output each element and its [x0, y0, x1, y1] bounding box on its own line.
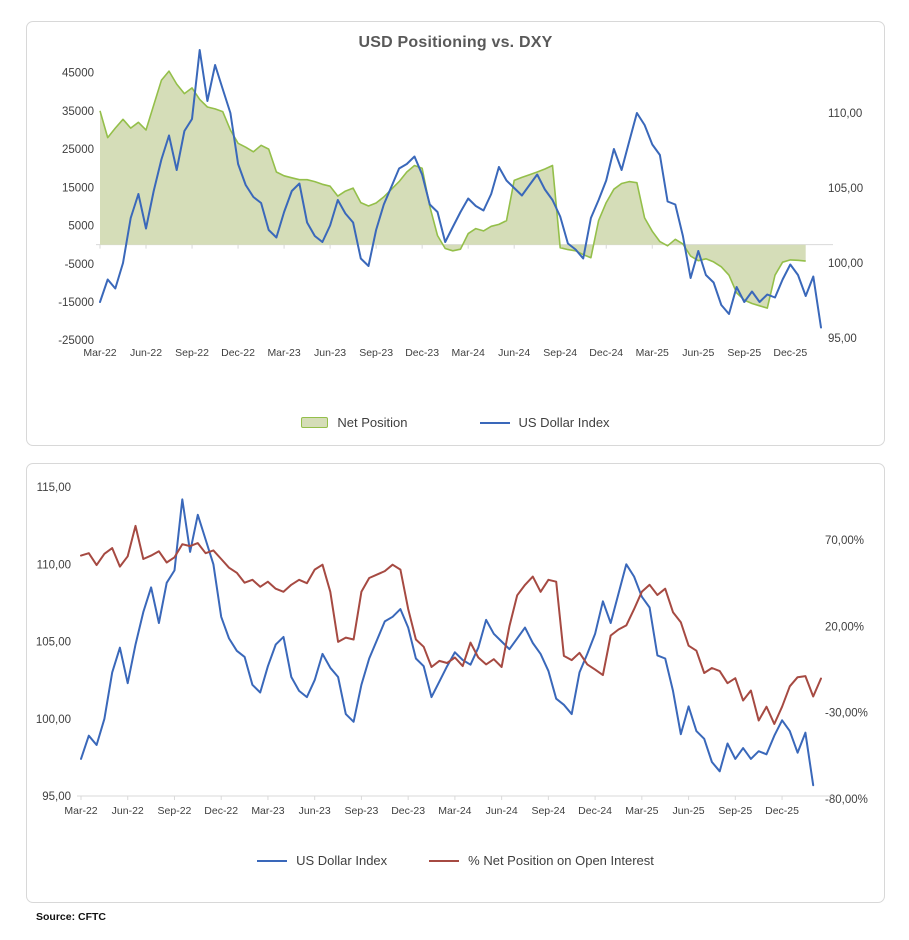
svg-text:Jun-22: Jun-22	[130, 347, 162, 359]
svg-text:110,00: 110,00	[828, 108, 862, 120]
svg-text:Dec-22: Dec-22	[204, 805, 238, 817]
svg-text:Jun-24: Jun-24	[498, 347, 530, 359]
svg-text:-15000: -15000	[58, 297, 94, 309]
svg-text:-30,00%: -30,00%	[825, 708, 868, 720]
legend-item-pct-net-position: % Net Position on Open Interest	[429, 853, 654, 868]
legend-item-us-dollar-index: US Dollar Index	[479, 415, 610, 430]
svg-text:Dec-25: Dec-25	[765, 805, 799, 817]
svg-text:Dec-24: Dec-24	[578, 805, 612, 817]
svg-text:95,00: 95,00	[828, 333, 857, 345]
net-position-area	[100, 71, 806, 309]
svg-text:Sep-22: Sep-22	[158, 805, 192, 817]
svg-text:Sep-25: Sep-25	[727, 347, 761, 359]
legend-label: Net Position	[337, 415, 408, 430]
svg-text:95,00: 95,00	[42, 791, 71, 803]
legend-label: US Dollar Index	[296, 853, 388, 868]
svg-text:Dec-22: Dec-22	[221, 347, 255, 359]
source-note: Source: CFTC	[36, 911, 107, 923]
svg-text:Jun-25: Jun-25	[682, 347, 714, 359]
svg-text:Sep-25: Sep-25	[718, 805, 752, 817]
svg-text:Jun-23: Jun-23	[299, 805, 331, 817]
svg-text:Mar-22: Mar-22	[83, 347, 116, 359]
svg-text:Mar-25: Mar-25	[636, 347, 669, 359]
svg-text:20,00%: 20,00%	[825, 621, 864, 633]
svg-text:Mar-23: Mar-23	[251, 805, 284, 817]
svg-text:Mar-22: Mar-22	[64, 805, 97, 817]
us-dollar-index-2-line	[80, 498, 815, 787]
svg-text:Jun-25: Jun-25	[673, 805, 705, 817]
svg-text:15000: 15000	[62, 182, 94, 194]
svg-text:Jun-22: Jun-22	[112, 805, 144, 817]
top-chart-panel: USD Positioning vs. DXY 45000 35000 25000 1…	[26, 21, 885, 446]
chart-title: USD Positioning vs. DXY	[358, 34, 553, 51]
svg-text:Dec-23: Dec-23	[391, 805, 425, 817]
svg-text:45000: 45000	[62, 68, 94, 80]
svg-text:115,00: 115,00	[37, 482, 71, 494]
svg-text:Sep-24: Sep-24	[543, 347, 577, 359]
svg-text:-5000: -5000	[65, 259, 94, 271]
pct-net-position-swatch-icon	[429, 859, 460, 862]
svg-text:5000: 5000	[68, 221, 94, 233]
svg-text:70,00%: 70,00%	[825, 535, 864, 547]
svg-text:100,00: 100,00	[36, 714, 71, 726]
svg-text:105,00: 105,00	[828, 183, 863, 195]
svg-text:Mar-24: Mar-24	[438, 805, 471, 817]
svg-text:Dec-23: Dec-23	[405, 347, 439, 359]
legend-label: US Dollar Index	[518, 415, 610, 430]
svg-text:Sep-24: Sep-24	[531, 805, 565, 817]
top-chart-legend: Net Position US Dollar Index	[27, 415, 884, 430]
svg-text:Mar-23: Mar-23	[267, 347, 300, 359]
svg-text:Sep-22: Sep-22	[175, 347, 209, 359]
svg-text:105,00: 105,00	[36, 637, 71, 649]
us-dollar-index-swatch-icon	[257, 859, 288, 862]
top-chart-plot: 45000 35000 25000 15000 5000 -5000 -15000 -2500…	[58, 49, 863, 359]
svg-text:110,00: 110,00	[37, 559, 71, 571]
svg-text:Dec-25: Dec-25	[773, 347, 807, 359]
pct-net-position-line	[80, 524, 822, 725]
svg-text:Dec-24: Dec-24	[589, 347, 623, 359]
bottom-chart-legend: US Dollar Index % Net Position on Open I…	[27, 853, 884, 868]
svg-text:25000: 25000	[62, 144, 94, 156]
svg-text:Jun-23: Jun-23	[314, 347, 346, 359]
svg-text:35000: 35000	[62, 106, 94, 118]
legend-item-net-position: Net Position	[301, 415, 408, 430]
us-dollar-index-line	[99, 49, 822, 329]
svg-text:Sep-23: Sep-23	[344, 805, 378, 817]
svg-text:Sep-23: Sep-23	[359, 347, 393, 359]
bottom-chart-panel: 115,00 110,00 105,00 100,00 95,00 70,00% 20,00…	[26, 463, 885, 903]
svg-text:Mar-25: Mar-25	[625, 805, 658, 817]
svg-text:Jun-24: Jun-24	[486, 805, 518, 817]
legend-label: % Net Position on Open Interest	[468, 853, 654, 868]
bottom-chart-plot: 115,00 110,00 105,00 100,00 95,00 70,00% 20,00…	[36, 482, 868, 817]
net-position-swatch-icon	[301, 417, 329, 428]
svg-text:100,00: 100,00	[828, 258, 863, 270]
svg-text:-25000: -25000	[58, 335, 94, 347]
net-position-outline	[99, 70, 806, 309]
legend-item-us-dollar-index: US Dollar Index	[257, 853, 387, 868]
svg-text:-80,00%: -80,00%	[825, 794, 868, 806]
us-dollar-index-swatch-icon	[479, 421, 510, 424]
svg-text:Mar-24: Mar-24	[452, 347, 485, 359]
